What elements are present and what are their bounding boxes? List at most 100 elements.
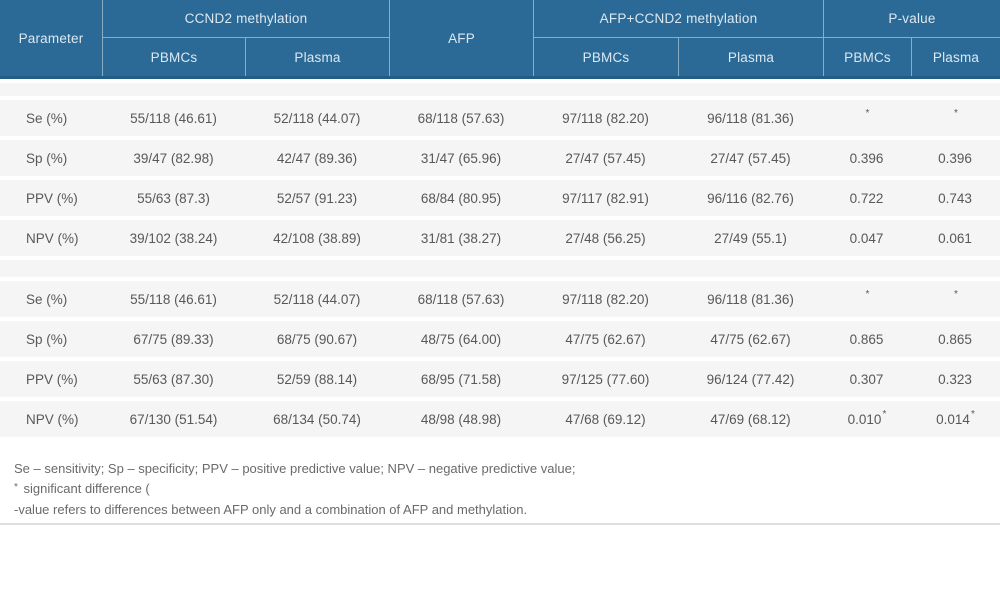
p-value: 0.047 [849, 230, 884, 246]
cell-afp: 48/98 (48.98) [420, 411, 502, 427]
cell-afp: 68/118 (57.63) [417, 291, 505, 307]
header-pvalue-plasma: Plasma [911, 38, 1000, 76]
cell-ccnd2-pbmcs: 67/130 (51.54) [129, 411, 218, 427]
table-row: PPV (%) 55/63 (87.30) 52/59 (88.14) 68/9… [0, 361, 1000, 397]
cell-afp: 68/118 (57.63) [417, 110, 505, 126]
footnote-pvalue-definition: -value refers to differences between AFP… [14, 502, 528, 517]
table-row: Se (%) 55/118 (46.61) 52/118 (44.07) 68/… [0, 281, 1000, 317]
cell-pvalue-pbmcs: * [823, 281, 911, 317]
cell-ccnd2-pbmcs: 39/47 (82.98) [133, 150, 214, 166]
cell-afpccnd2-pbmcs: 27/47 (57.45) [565, 150, 646, 166]
header-parameter: Parameter [18, 30, 84, 46]
table-body: Se (%) 55/118 (46.61) 52/118 (44.07) 68/… [0, 79, 1000, 437]
cell-ccnd2-pbmcs: 55/118 (46.61) [130, 110, 217, 126]
cell-pvalue-plasma: 0.014 * [911, 401, 1000, 437]
header-group-ccnd2-methylation: CCND2 methylation [102, 0, 389, 38]
cell-ccnd2-plasma: 52/57 (91.23) [276, 190, 358, 206]
p-value: 0.061 [938, 230, 972, 246]
cell-afpccnd2-plasma: 27/49 (55.1) [714, 230, 787, 246]
cell-ccnd2-plasma: 52/59 (88.14) [276, 371, 358, 387]
cell-pvalue-pbmcs: * [823, 100, 911, 136]
cell-afpccnd2-pbmcs: 27/48 (56.25) [565, 230, 646, 246]
header-group-p-value: P-value [823, 0, 1000, 38]
cell-ccnd2-pbmcs: 55/118 (46.61) [130, 291, 217, 307]
row-label: Sp (%) [26, 331, 68, 347]
footnote-significance: * significant difference ( [14, 479, 1000, 501]
p-value: 0.865 [849, 331, 884, 347]
table-header: Parameter CCND2 methylation AFP AFP+CCND… [0, 0, 1000, 79]
p-value: 0.396 [849, 150, 884, 166]
significance-asterisk: * [865, 107, 870, 119]
table-row: NPV (%) 39/102 (38.24) 42/108 (38.89) 31… [0, 220, 1000, 256]
cell-afp: 68/95 (71.58) [420, 371, 502, 387]
cell-ccnd2-plasma: 42/108 (38.89) [273, 230, 361, 246]
p-value: 0.014 [936, 411, 970, 427]
cell-afpccnd2-pbmcs: 97/117 (82.91) [562, 190, 649, 206]
table-row: Se (%) 55/118 (46.61) 52/118 (44.07) 68/… [0, 100, 1000, 136]
cell-afpccnd2-plasma: 27/47 (57.45) [710, 150, 791, 166]
cell-ccnd2-pbmcs: 55/63 (87.30) [133, 371, 214, 387]
significance-asterisk: * [954, 107, 958, 119]
significance-asterisk: * [882, 408, 887, 420]
cell-pvalue-plasma: * [911, 281, 1000, 317]
cell-afp: 31/81 (38.27) [420, 230, 502, 246]
cell-pvalue-pbmcs: 0.865 [823, 321, 911, 357]
cell-ccnd2-plasma: 52/118 (44.07) [273, 110, 361, 126]
header-pvalue-pbmcs: PBMCs [823, 38, 911, 76]
footnote-significance-text: significant difference ( [19, 480, 150, 496]
cell-pvalue-pbmcs: 0.396 [823, 140, 911, 176]
cell-ccnd2-plasma: 68/134 (50.74) [273, 411, 361, 427]
cell-ccnd2-plasma: 68/75 (90.67) [276, 331, 358, 347]
p-value: 0.396 [938, 150, 972, 166]
cell-afp: 68/84 (80.95) [420, 190, 502, 206]
p-value: 0.865 [938, 331, 972, 347]
bottom-divider [0, 523, 1000, 525]
header-afp: AFP [389, 0, 533, 76]
row-label: PPV (%) [26, 190, 78, 206]
table-row: NPV (%) 67/130 (51.54) 68/134 (50.74) 48… [0, 401, 1000, 437]
cell-afpccnd2-pbmcs: 47/75 (62.67) [565, 331, 646, 347]
table-footnotes: Se – sensitivity; Sp – specificity; PPV … [0, 441, 1000, 520]
cell-afpccnd2-plasma: 96/124 (77.42) [706, 371, 795, 387]
cell-pvalue-pbmcs: 0.010 * [823, 401, 911, 437]
p-value: 0.743 [938, 190, 972, 206]
header-group-afp-ccnd2-methylation: AFP+CCND2 methylation [533, 0, 823, 38]
cell-pvalue-plasma: 0.743 [911, 180, 1000, 216]
cell-afpccnd2-pbmcs: 97/118 (82.20) [562, 110, 649, 126]
table-row: Sp (%) 39/47 (82.98) 42/47 (89.36) 31/47… [0, 140, 1000, 176]
cell-pvalue-pbmcs: 0.307 [823, 361, 911, 397]
cell-pvalue-pbmcs: 0.047 [823, 220, 911, 256]
cell-pvalue-pbmcs: 0.722 [823, 180, 911, 216]
cell-afpccnd2-plasma: 96/118 (81.36) [707, 110, 794, 126]
cell-afpccnd2-plasma: 96/118 (81.36) [707, 291, 794, 307]
cell-ccnd2-pbmcs: 67/75 (89.33) [133, 331, 214, 347]
header-afpccnd2-pbmcs: PBMCs [533, 38, 678, 76]
cell-afpccnd2-plasma: 47/75 (62.67) [710, 331, 791, 347]
header-afpccnd2-plasma: Plasma [678, 38, 823, 76]
p-value: 0.010 [847, 411, 882, 427]
row-label: Se (%) [26, 291, 68, 307]
cell-afpccnd2-pbmcs: 97/125 (77.60) [561, 371, 650, 387]
cell-afpccnd2-plasma: 47/69 (68.12) [710, 411, 791, 427]
cell-pvalue-plasma: * [911, 100, 1000, 136]
cell-ccnd2-pbmcs: 39/102 (38.24) [129, 230, 218, 246]
significance-asterisk: * [954, 288, 958, 300]
row-label: Se (%) [26, 110, 68, 126]
cell-pvalue-plasma: 0.323 [911, 361, 1000, 397]
section-spacer-row [0, 260, 1000, 277]
table-row: Sp (%) 67/75 (89.33) 68/75 (90.67) 48/75… [0, 321, 1000, 357]
cell-afpccnd2-pbmcs: 47/68 (69.12) [565, 411, 646, 427]
cell-pvalue-plasma: 0.396 [911, 140, 1000, 176]
row-label: NPV (%) [26, 411, 79, 427]
cell-pvalue-plasma: 0.865 [911, 321, 1000, 357]
cell-ccnd2-plasma: 52/118 (44.07) [273, 291, 361, 307]
cell-ccnd2-pbmcs: 55/63 (87.3) [137, 190, 210, 206]
p-value: 0.323 [938, 371, 972, 387]
row-label: Sp (%) [26, 150, 68, 166]
asterisk-marker: * [14, 481, 18, 493]
p-value: 0.307 [849, 371, 884, 387]
p-value: 0.722 [849, 190, 884, 206]
cell-afp: 31/47 (65.96) [420, 150, 502, 166]
cell-afpccnd2-plasma: 96/116 (82.76) [707, 190, 794, 206]
